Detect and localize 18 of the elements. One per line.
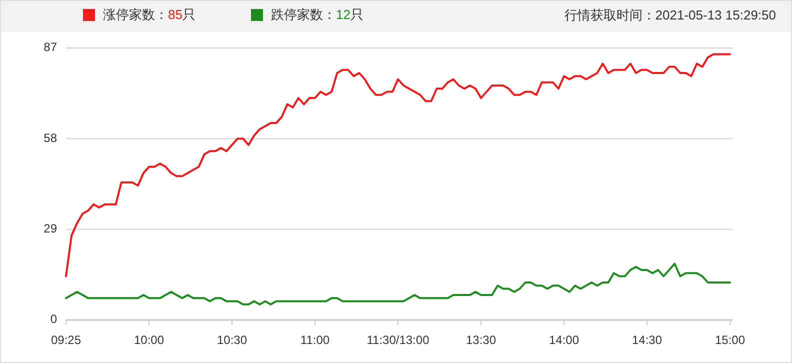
x-tick-label: 10:30 — [216, 333, 248, 348]
x-tick-label: 11:30/13:00 — [366, 333, 430, 348]
line-series — [65, 53, 731, 278]
x-tick-label: 13:30 — [466, 333, 496, 348]
x-tick-label: 10:00 — [134, 333, 164, 348]
y-tick-label: 29 — [44, 222, 58, 236]
legend-label: 涨停家数：85只 — [103, 7, 196, 22]
chart-subtitle: 行情获取时间：2021-05-13 15:29:50 — [564, 7, 776, 22]
y-tick-label: 87 — [44, 40, 58, 54]
line-series — [65, 262, 731, 306]
legend-label: 跌停家数：12只 — [271, 7, 364, 22]
x-tick-label: 09:25 — [50, 333, 82, 348]
y-tick-label: 58 — [44, 130, 58, 145]
y-tick-label: 0 — [50, 312, 58, 326]
x-tick-label: 14:00 — [548, 333, 580, 348]
x-tick-label: 11:00 — [300, 333, 330, 348]
x-tick-label: 14:30 — [632, 333, 662, 348]
x-tick-label: 15:00 — [714, 333, 746, 348]
